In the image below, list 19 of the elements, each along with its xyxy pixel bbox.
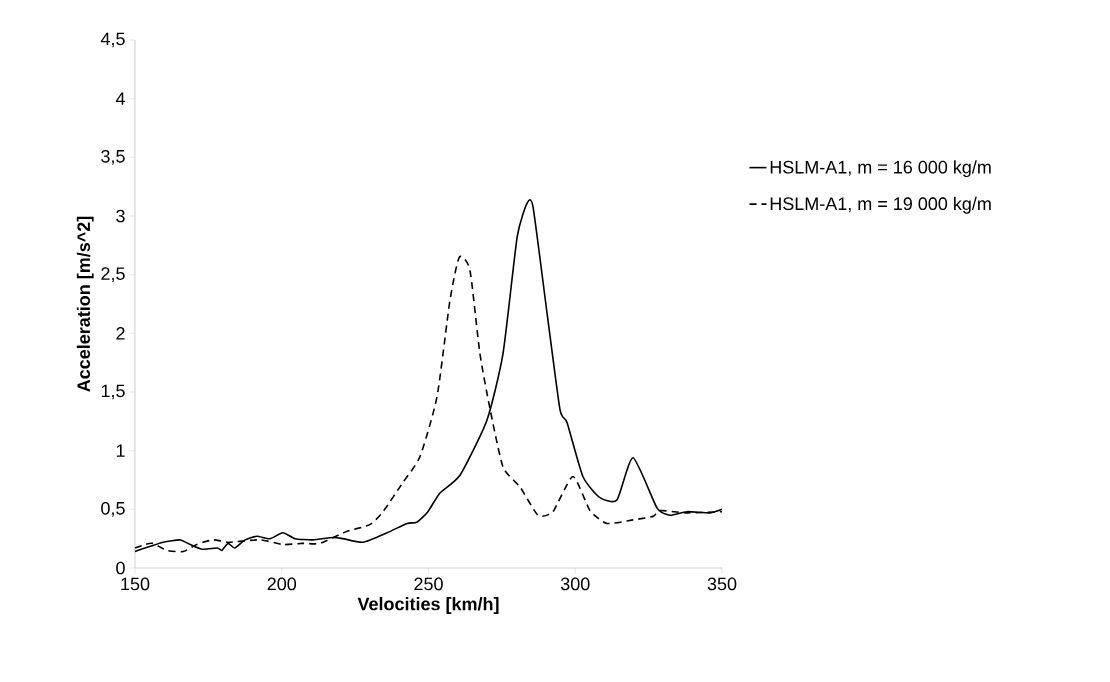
y-tick-label: 4,5: [100, 32, 125, 48]
y-tick-label: 2,5: [101, 267, 125, 283]
legend-label: HSLM-A1, m = 16 000 kg/m: [770, 160, 991, 178]
y-tick-label: 3,5: [101, 149, 125, 165]
x-tick-label: 150: [121, 577, 150, 591]
y-tick-label: 2: [116, 327, 125, 340]
y-tick-label: 0,5: [101, 501, 125, 517]
x-tick-label: 300: [560, 577, 590, 591]
y-axis-title: Acceleration [m/s^2]: [76, 216, 94, 392]
y-tick-label: 4: [115, 92, 125, 105]
x-tick-label: 250: [414, 577, 443, 591]
y-tick-label: 3: [116, 209, 125, 223]
y-tick-label: 0: [116, 561, 125, 575]
legend-label: HSLM-A1, m = 19 000 kg/m: [770, 196, 991, 214]
y-tick-label: 1,5: [101, 384, 125, 400]
x-axis-title: Velocities [km/h]: [357, 597, 499, 614]
y-tick-label: 1: [116, 444, 125, 457]
x-tick-label: 200: [267, 577, 297, 591]
x-tick-label: 350: [707, 577, 737, 591]
